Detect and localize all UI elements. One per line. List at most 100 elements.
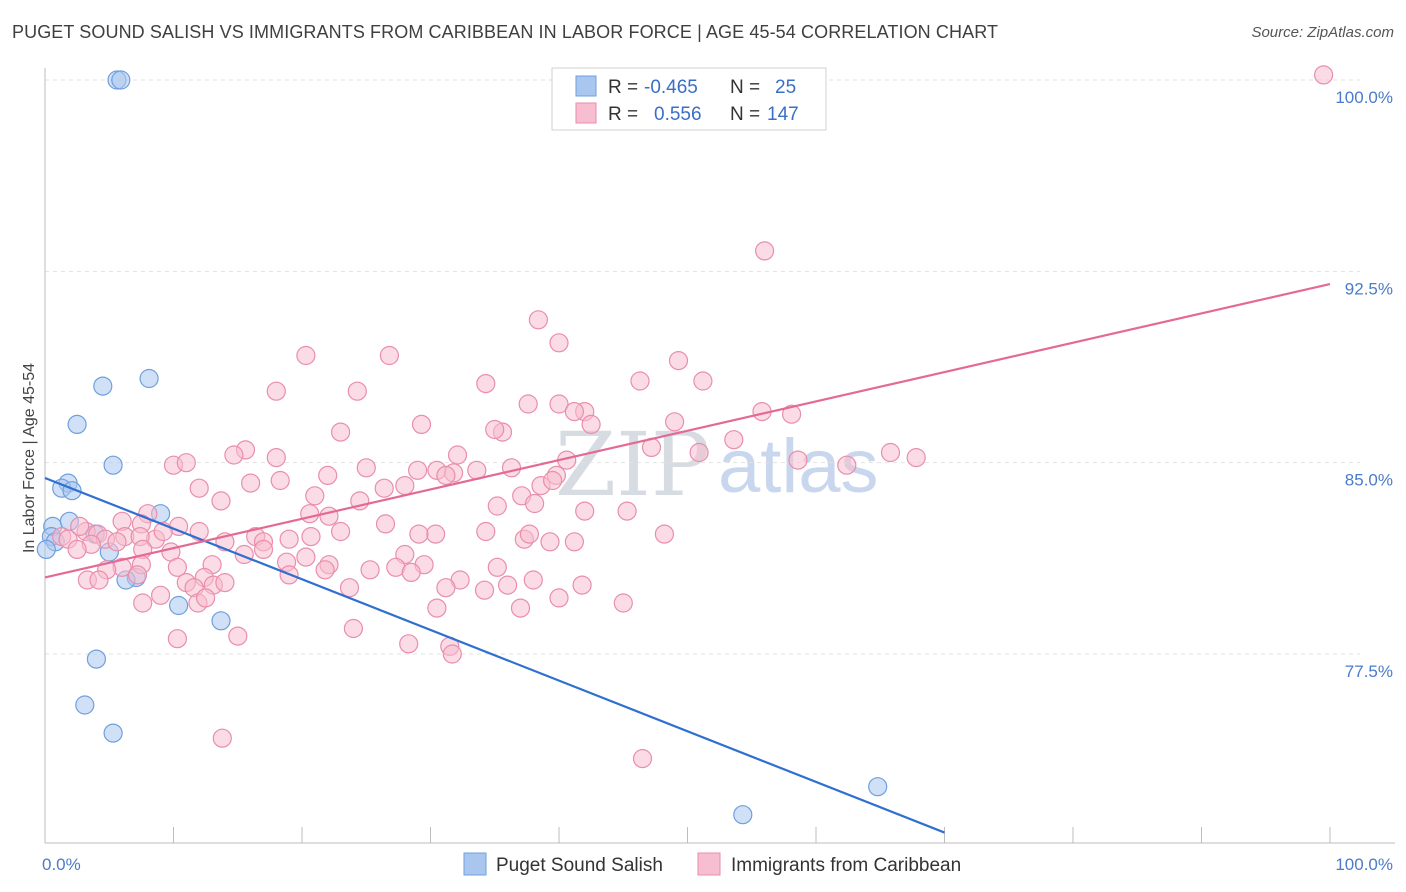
point-1-35 [788, 450, 808, 470]
point-1-47 [408, 460, 428, 480]
point-0-1 [111, 70, 131, 90]
point-1-50 [374, 478, 394, 498]
point-1-95 [107, 532, 127, 552]
point-1-141 [167, 629, 187, 649]
point-1-6 [379, 345, 399, 366]
point-1-134 [196, 588, 216, 608]
legend-r-value-caribbean: 0.556 [654, 104, 702, 125]
point-0-2 [139, 368, 159, 389]
point-1-66 [319, 506, 339, 526]
y-tick-label-3: 77.5% [1345, 662, 1393, 681]
point-1-97 [67, 539, 87, 560]
trend-lines [44, 283, 1331, 834]
point-1-137 [510, 598, 531, 618]
series-immigrants-from-caribbean-points [52, 65, 1334, 769]
point-1-36 [837, 455, 857, 475]
correlation-legend: R = -0.465 N = 25 R = 0.556 N = 147 [551, 67, 827, 131]
point-1-10 [347, 381, 367, 401]
point-1-136 [436, 578, 456, 598]
point-1-25 [724, 430, 744, 450]
point-1-142 [228, 626, 248, 646]
point-1-5 [296, 345, 316, 366]
point-1-129 [487, 557, 507, 577]
point-1-20 [581, 414, 601, 434]
y-tick-label-0: 100.0% [1335, 88, 1393, 107]
legend-n-value-caribbean: 147 [767, 104, 799, 125]
point-1-72 [409, 524, 429, 544]
x-tick-labels: 0.0% 100.0% [42, 855, 1393, 874]
point-1-127 [474, 580, 495, 600]
chart-title: PUGET SOUND SALISH VS IMMIGRANTS FROM CA… [12, 22, 999, 42]
point-1-39 [356, 458, 376, 478]
point-0-24 [868, 777, 888, 797]
point-1-69 [331, 521, 351, 542]
point-1-3 [528, 310, 549, 330]
point-1-82 [654, 524, 675, 544]
point-1-18 [781, 404, 802, 424]
point-1-7 [668, 351, 689, 371]
point-1-140 [133, 593, 153, 613]
point-1-52 [305, 486, 325, 506]
point-1-45 [501, 458, 522, 478]
point-1-2 [754, 241, 775, 261]
point-1-147 [212, 728, 232, 748]
point-1-19 [664, 412, 685, 432]
point-0-22 [75, 695, 95, 715]
point-1-138 [549, 588, 569, 608]
point-1-49 [270, 470, 290, 491]
point-1-53 [211, 491, 231, 511]
legend-swatch-caribbean [575, 102, 597, 124]
point-1-123 [215, 572, 235, 593]
point-1-38 [176, 453, 196, 473]
point-0-21 [86, 649, 107, 669]
point-1-139 [613, 593, 633, 613]
point-1-59 [524, 493, 545, 514]
point-1-48 [241, 473, 261, 493]
point-1-11 [266, 381, 286, 401]
point-1-146 [442, 644, 462, 664]
point-1-132 [151, 585, 171, 605]
source-credit: Source: ZipAtlas.com [1251, 24, 1394, 41]
point-1-56 [542, 470, 563, 491]
y-tick-labels: 100.0% 92.5% 85.0% 77.5% [1335, 88, 1393, 681]
point-1-135 [427, 598, 447, 618]
point-1-33 [880, 442, 901, 463]
legend-n-value-salish: 25 [775, 77, 796, 98]
point-1-83 [540, 532, 560, 552]
point-1-117 [89, 570, 109, 590]
trend-line-0 [44, 476, 945, 834]
trend-line-1 [44, 283, 1331, 579]
axes [44, 68, 1395, 844]
legend-n-label-caribbean: N = [730, 104, 760, 125]
point-1-77 [279, 529, 299, 549]
point-0-5 [103, 455, 123, 475]
point-0-20 [211, 611, 231, 631]
point-1-60 [487, 496, 507, 516]
legend-swatch-salish [575, 75, 597, 97]
legend-r-label-salish: R = [608, 77, 638, 98]
point-1-70 [476, 521, 496, 542]
point-1-65 [300, 504, 320, 524]
point-1-130 [523, 570, 543, 590]
point-0-23 [103, 723, 123, 743]
series-legend: Puget Sound Salish Immigrants from Carib… [463, 852, 961, 876]
point-1-12 [476, 374, 496, 394]
point-1-8 [630, 371, 650, 391]
legend-r-value-salish: -0.465 [644, 77, 698, 98]
point-1-61 [575, 501, 595, 521]
point-1-112 [167, 557, 187, 577]
y-tick-label-2: 85.0% [1345, 471, 1393, 490]
point-1-15 [518, 394, 538, 414]
bottom-legend-label-salish: Puget Sound Salish [496, 855, 663, 876]
point-1-46 [436, 465, 456, 485]
point-1-81 [519, 524, 540, 544]
point-0-3 [93, 376, 113, 396]
y-tick-label-1: 92.5% [1345, 279, 1393, 298]
point-1-42 [318, 465, 338, 485]
x-tick-label-1: 100.0% [1335, 855, 1393, 874]
point-0-25 [733, 805, 753, 825]
point-1-34 [906, 448, 926, 468]
point-1-67 [375, 514, 396, 534]
bottom-legend-label-caribbean: Immigrants from Caribbean [731, 855, 961, 876]
point-1-101 [296, 547, 316, 567]
